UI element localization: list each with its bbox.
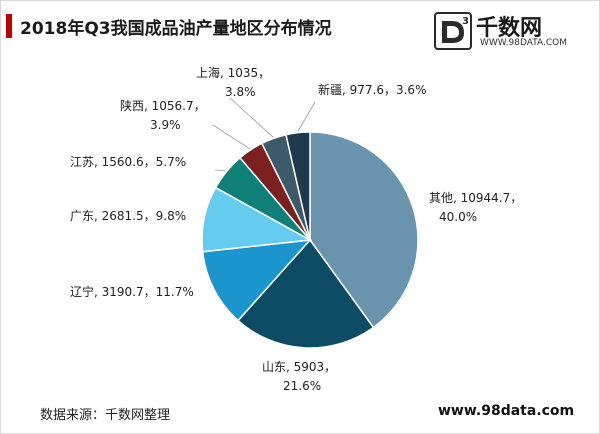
slice-label-5: 江苏, 1560.6，5.7% bbox=[70, 155, 186, 169]
slice-label-percent-1: 40.0% bbox=[439, 210, 477, 224]
pie-slice-2 bbox=[237, 238, 375, 349]
logo-url: WWW.98DATA.COM bbox=[480, 38, 567, 48]
slice-label-percent-2: 21.6% bbox=[283, 379, 321, 393]
site-url: www.98data.com bbox=[438, 403, 575, 419]
slice-labels: 其他, 10944.7， 40.0% 山东, 5903， 21.6% 辽宁, 3190.… bbox=[70, 65, 522, 393]
pie-slice-8 bbox=[285, 131, 311, 241]
pie-slice-1 bbox=[309, 131, 419, 329]
slice-label-percent-6: 3.9% bbox=[150, 118, 181, 132]
leader-lines bbox=[212, 97, 316, 172]
slice-label-7: 上海, 1035， bbox=[196, 65, 270, 80]
logo-mark-digit: 3 bbox=[462, 16, 469, 27]
title-accent-bar bbox=[6, 14, 12, 38]
slice-label-1: 其他, 10944.7， bbox=[429, 191, 522, 205]
leader-line-7 bbox=[229, 97, 274, 138]
slice-label-3: 辽宁, 3190.7，11.7% bbox=[70, 284, 194, 299]
pie-slices bbox=[201, 131, 419, 349]
brand-logo: 3 千数网 WWW.98DATA.COM bbox=[434, 10, 584, 56]
slice-label-8: 新疆, 977.6，3.6% bbox=[318, 82, 426, 97]
slice-label-2: 山东, 5903， bbox=[262, 360, 336, 374]
logo-d3-icon: 3 bbox=[434, 12, 472, 50]
logo-name: 千数网 bbox=[476, 16, 543, 41]
leader-line-6 bbox=[212, 124, 251, 150]
slice-label-4: 广东, 2681.5，9.8% bbox=[70, 209, 186, 223]
pie-slice-3 bbox=[201, 239, 312, 322]
chart-title: 2018年Q3我国成品油产量地区分布情况 bbox=[20, 19, 332, 39]
data-source: 数据来源：千数网整理 bbox=[40, 408, 171, 423]
slice-label-6: 陕西, 1056.7， bbox=[120, 98, 206, 113]
slice-label-percent-7: 3.8% bbox=[225, 85, 256, 99]
leader-line-5 bbox=[214, 169, 226, 172]
leader-line-8 bbox=[297, 101, 316, 132]
